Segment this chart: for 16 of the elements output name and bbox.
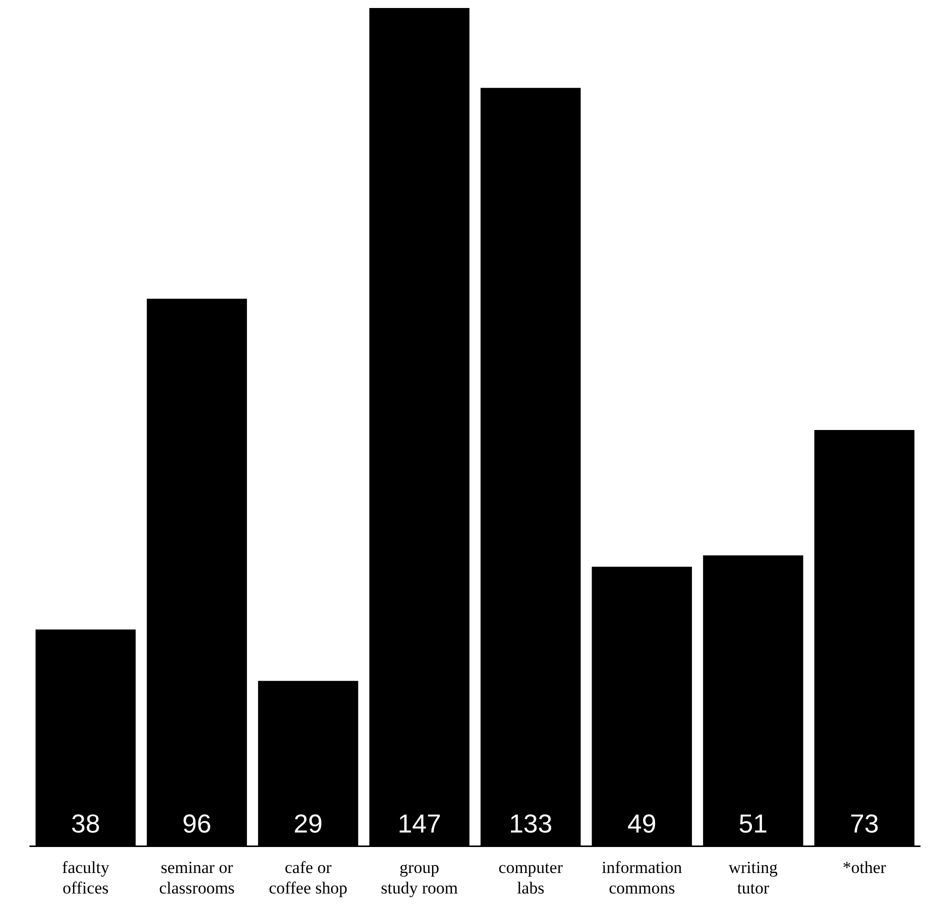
x-tick-label: seminar or classrooms [159,858,235,898]
data-label: 49 [627,808,656,838]
x-tick-label: *other [842,858,886,877]
data-label: 73 [850,808,879,838]
data-label: 51 [738,808,768,838]
data-label: 96 [182,808,212,838]
data-label: 29 [294,808,323,838]
x-tick-label: faculty offices [62,858,110,898]
data-label: 38 [71,808,100,838]
data-label: 147 [398,808,442,838]
x-tick-label: group study room [380,858,458,898]
x-tick-label: cafe or coffee shop [268,858,348,898]
data-label: 133 [508,808,552,838]
x-tick-label: computer labs [498,858,564,898]
x-tick-label: writing tutor [728,858,778,898]
x-tick-label: information commons [602,858,682,898]
